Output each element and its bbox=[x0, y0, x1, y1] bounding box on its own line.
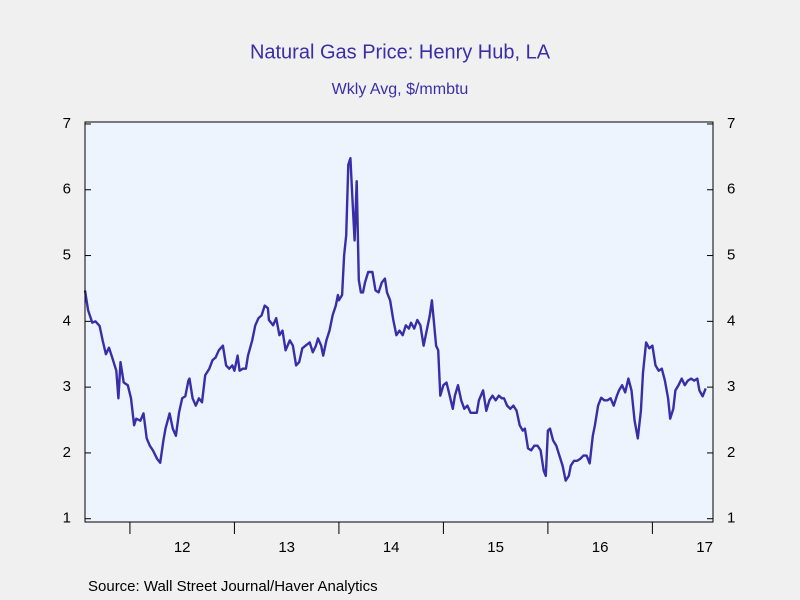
y2-tick-label: 7 bbox=[727, 115, 735, 132]
y-tick-label: 2 bbox=[63, 444, 71, 461]
source-note: Source: Wall Street Journal/Haver Analyt… bbox=[88, 578, 378, 595]
chart-subtitle: Wkly Avg, $/mmbtu bbox=[332, 81, 469, 98]
x-tick-label: 14 bbox=[383, 539, 400, 556]
x-tick-label: 13 bbox=[278, 539, 295, 556]
y2-tick-label: 4 bbox=[727, 312, 735, 329]
y2-tick-label: 3 bbox=[727, 378, 735, 395]
x-tick-label: 16 bbox=[592, 539, 609, 556]
y2-tick-label: 1 bbox=[727, 510, 735, 527]
plot-area bbox=[85, 122, 713, 522]
y2-tick-label: 6 bbox=[727, 181, 735, 198]
y-tick-label: 4 bbox=[63, 312, 71, 329]
y-tick-label: 5 bbox=[63, 247, 71, 264]
x-tick-label: 17 bbox=[696, 539, 713, 556]
y-tick-label: 7 bbox=[63, 115, 71, 132]
plot-frame bbox=[84, 121, 714, 523]
x-tick-label: 15 bbox=[487, 539, 504, 556]
y-tick-label: 6 bbox=[63, 181, 71, 198]
x-tick-label: 12 bbox=[174, 539, 191, 556]
y2-tick-label: 5 bbox=[727, 247, 735, 264]
price-line bbox=[83, 157, 707, 482]
chart-title: Natural Gas Price: Henry Hub, LA bbox=[250, 41, 551, 63]
y-tick-label: 1 bbox=[63, 510, 71, 527]
y-tick-label: 3 bbox=[63, 378, 71, 395]
y2-tick-label: 2 bbox=[727, 444, 735, 461]
